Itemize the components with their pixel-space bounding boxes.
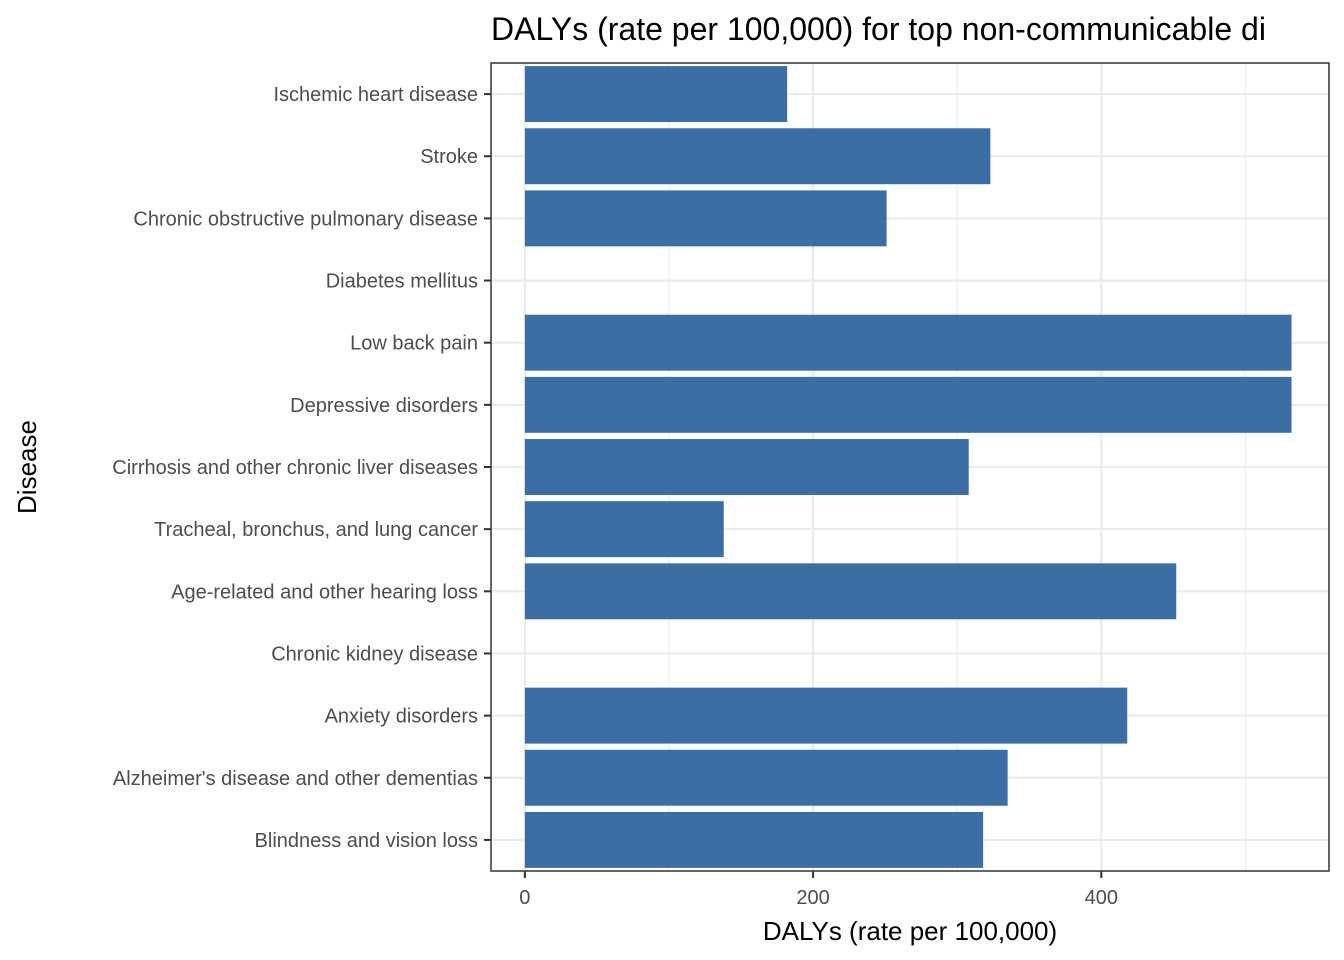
bar [524,376,1292,433]
y-tick-label: Chronic kidney disease [271,643,478,665]
y-tick-label: Cirrhosis and other chronic liver diseas… [112,457,478,479]
bars [524,66,1292,868]
chart-title: DALYs (rate per 100,000) for top non-com… [491,11,1266,47]
bar [524,563,1177,620]
y-tick-label: Alzheimer's disease and other dementias [113,768,478,790]
x-tick-label: 200 [796,887,829,909]
bar [524,190,887,247]
x-tick-label: 400 [1085,887,1118,909]
y-axis: Ischemic heart disease Stroke Chronic obst… [112,84,491,852]
y-tick-label: Diabetes mellitus [326,271,478,293]
bar [524,66,788,123]
y-tick-label: Age-related and other hearing loss [171,581,478,603]
y-tick-label: Tracheal, bronchus, and lung cancer [154,519,478,541]
x-axis: 0 200 400 [519,871,1118,909]
y-tick-label: Low back pain [350,333,478,355]
bar [524,811,984,868]
y-axis-title: Disease [12,420,42,514]
x-tick-label: 0 [519,887,530,909]
x-axis-title: DALYs (rate per 100,000) [763,916,1057,946]
y-tick-label: Depressive disorders [290,395,478,417]
bar [524,128,991,185]
y-tick-label: Anxiety disorders [325,706,478,728]
bar [524,749,1008,806]
y-tick-label: Ischemic heart disease [273,84,478,106]
bar [524,501,724,558]
bar [524,687,1128,744]
bar [524,439,969,495]
bar [524,314,1292,371]
y-tick-label: Stroke [420,146,478,168]
y-tick-label: Blindness and vision loss [255,830,478,852]
y-tick-label: Chronic obstructive pulmonary disease [133,208,478,230]
